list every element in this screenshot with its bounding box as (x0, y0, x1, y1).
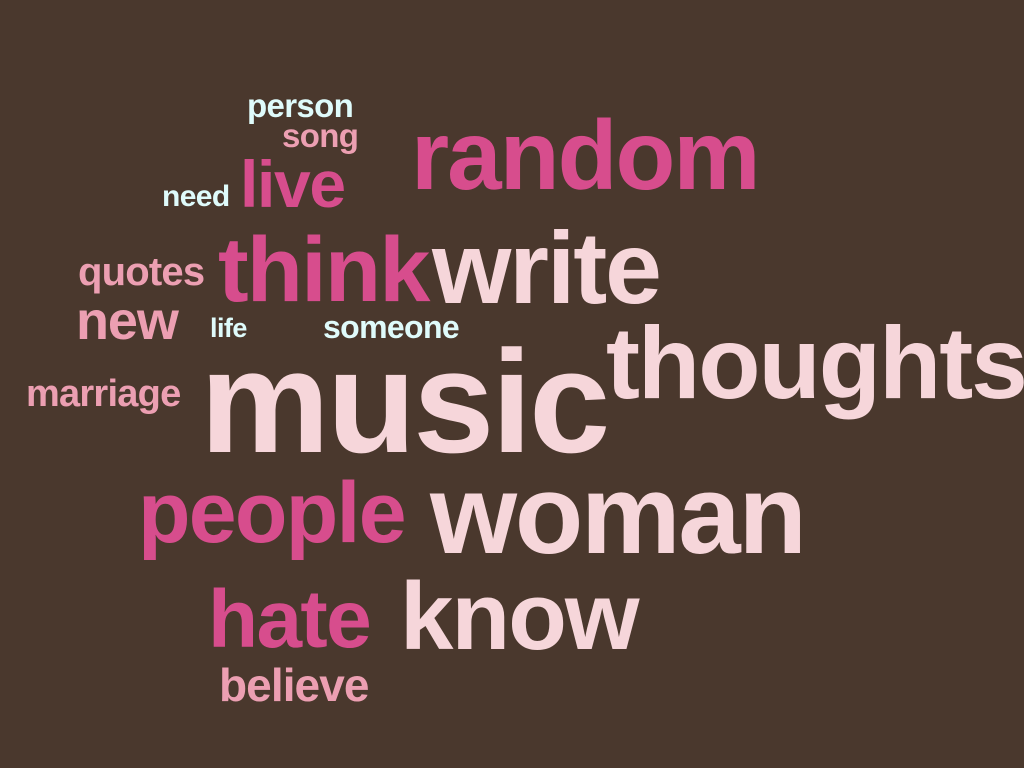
word-life: life (210, 313, 247, 343)
word-song: song (282, 117, 359, 154)
word-woman: woman (430, 452, 807, 577)
word-know: know (400, 563, 640, 670)
word-someone: someone (323, 309, 460, 345)
word-new: new (76, 291, 179, 351)
word-music: music (200, 320, 610, 483)
word-hate: hate (208, 574, 372, 665)
word-people: people (138, 465, 407, 561)
word-write: write (432, 211, 662, 325)
word-person: person (247, 87, 354, 124)
word-think: think (218, 219, 430, 321)
word-quotes: quotes (78, 250, 205, 294)
word-thoughts: thoughts (606, 306, 1024, 420)
word-believe: believe (219, 659, 369, 711)
word-marriage: marriage (26, 373, 181, 415)
word-live: live (240, 147, 346, 221)
word-need: need (162, 180, 230, 213)
word-random: random (411, 100, 761, 210)
